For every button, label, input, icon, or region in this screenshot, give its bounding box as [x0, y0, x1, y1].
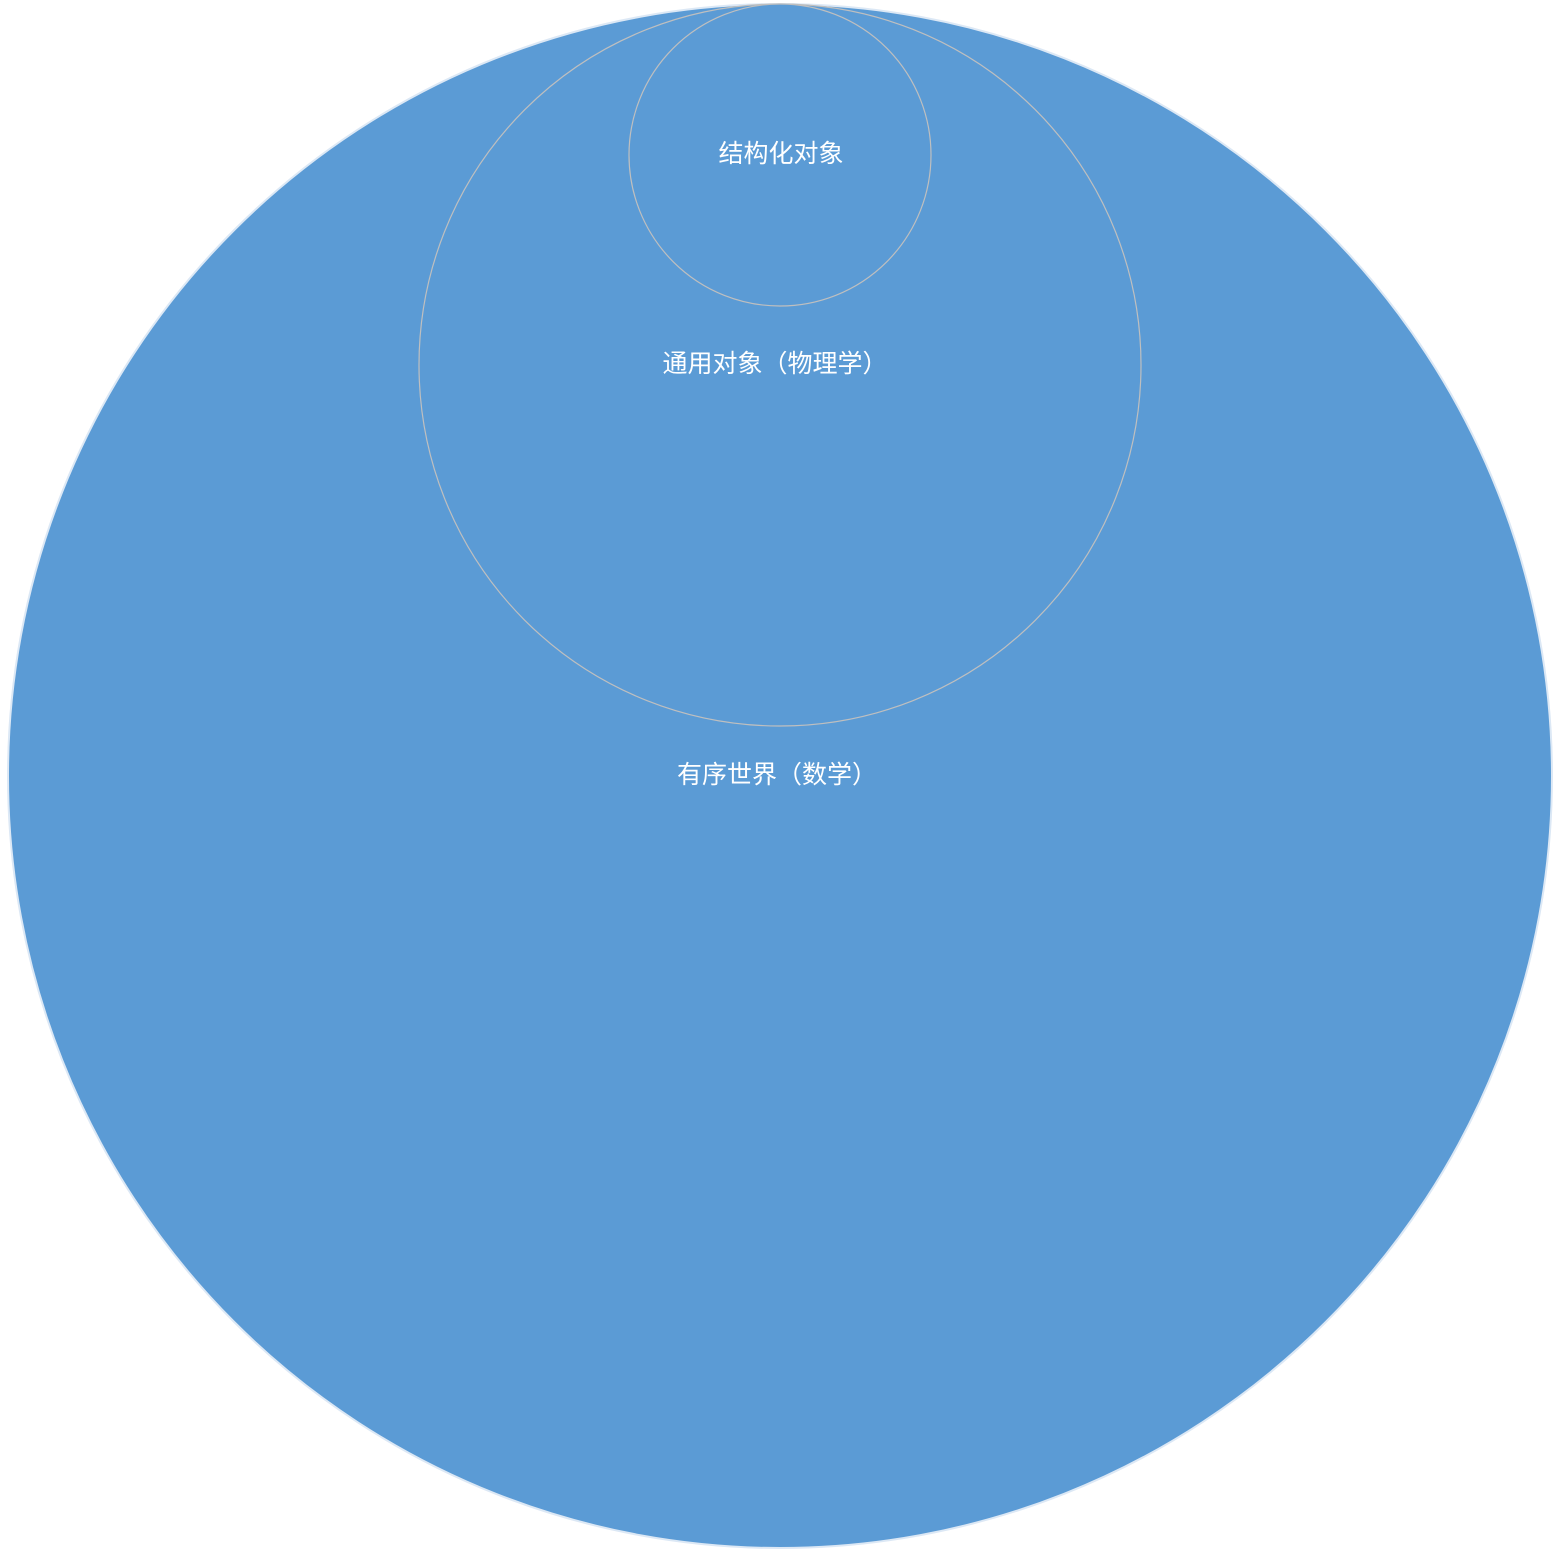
inner-level: 结构化对象: [628, 3, 932, 307]
middle-circle-label: 通用对象（物理学）: [662, 349, 887, 378]
outer-circle-label: 有序世界（数学）: [677, 760, 877, 789]
outer-level: 有序世界（数学）: [7, 3, 1553, 1549]
inner-circle-label: 结构化对象: [718, 139, 843, 168]
inner-circle[interactable]: [628, 3, 932, 307]
